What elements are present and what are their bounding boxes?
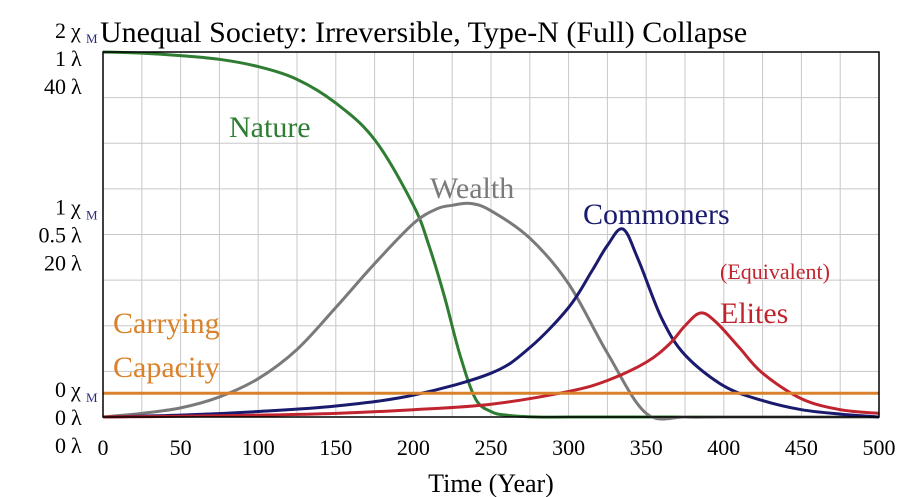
y-tick-subscript: M bbox=[86, 390, 98, 405]
y-tick-symbol: λ bbox=[71, 74, 82, 99]
elites-label: Elites bbox=[720, 297, 788, 330]
y-tick-value: 0 bbox=[55, 405, 66, 430]
nature-label: Nature bbox=[229, 111, 311, 144]
x-tick-label: 0 bbox=[98, 435, 109, 460]
y-tick-value: 0.5 bbox=[39, 223, 67, 248]
x-tick-label: 350 bbox=[630, 435, 663, 460]
carrying-capacity-label-line2: Capacity bbox=[113, 351, 220, 384]
y-tick-subscript: M bbox=[86, 31, 98, 46]
x-tick-label: 100 bbox=[242, 435, 275, 460]
y-tick-value: 0 bbox=[55, 433, 66, 458]
y-tick-symbol: χ bbox=[70, 18, 81, 43]
y-axis-ticks: 0 χ M0 λ0 λ1 χ M0.5 λ20 λ2 χ M1 λ40 λ bbox=[39, 18, 99, 458]
y-tick-symbol: χ bbox=[70, 195, 81, 220]
y-tick-value: 2 bbox=[55, 18, 66, 43]
chart-title: Unequal Society: Irreversible, Type-N (F… bbox=[100, 16, 747, 49]
y-tick-symbol: χ bbox=[70, 377, 81, 402]
y-tick-symbol: λ bbox=[71, 433, 82, 458]
y-tick-symbol: λ bbox=[71, 405, 82, 430]
commoners-label: Commoners bbox=[583, 198, 730, 231]
y-tick-symbol: λ bbox=[71, 46, 82, 71]
y-tick-value: 20 bbox=[44, 251, 66, 276]
y-tick-value: 1 bbox=[55, 195, 66, 220]
x-tick-label: 400 bbox=[707, 435, 740, 460]
elites-line bbox=[102, 311, 880, 419]
plot-frame bbox=[102, 51, 880, 418]
x-axis-ticks: 0 50 100 150 200 250 300 350 400 450 500 bbox=[98, 435, 896, 460]
x-axis-label: Time (Year) bbox=[428, 469, 554, 497]
y-tick-subscript: M bbox=[86, 208, 98, 223]
x-tick-label: 150 bbox=[319, 435, 352, 460]
y-tick-symbol: λ bbox=[71, 251, 82, 276]
elites-note-label: (Equivalent) bbox=[720, 259, 830, 284]
y-tick-value: 0 bbox=[55, 377, 66, 402]
x-tick-label: 200 bbox=[397, 435, 430, 460]
grid bbox=[103, 52, 879, 417]
x-tick-label: 450 bbox=[785, 435, 818, 460]
x-tick-label: 300 bbox=[552, 435, 585, 460]
x-tick-label: 500 bbox=[863, 435, 896, 460]
y-tick-value: 1 bbox=[55, 46, 66, 71]
x-tick-label: 50 bbox=[170, 435, 192, 460]
y-tick-value: 40 bbox=[44, 74, 66, 99]
x-tick-label: 250 bbox=[475, 435, 508, 460]
carrying-capacity-label-line1: Carrying bbox=[113, 307, 220, 340]
series-labels: Nature Wealth Commoners (Equivalent) Elites C… bbox=[113, 111, 830, 384]
wealth-label: Wealth bbox=[430, 172, 514, 205]
y-tick-symbol: λ bbox=[71, 223, 82, 248]
commoners-line bbox=[102, 227, 880, 419]
